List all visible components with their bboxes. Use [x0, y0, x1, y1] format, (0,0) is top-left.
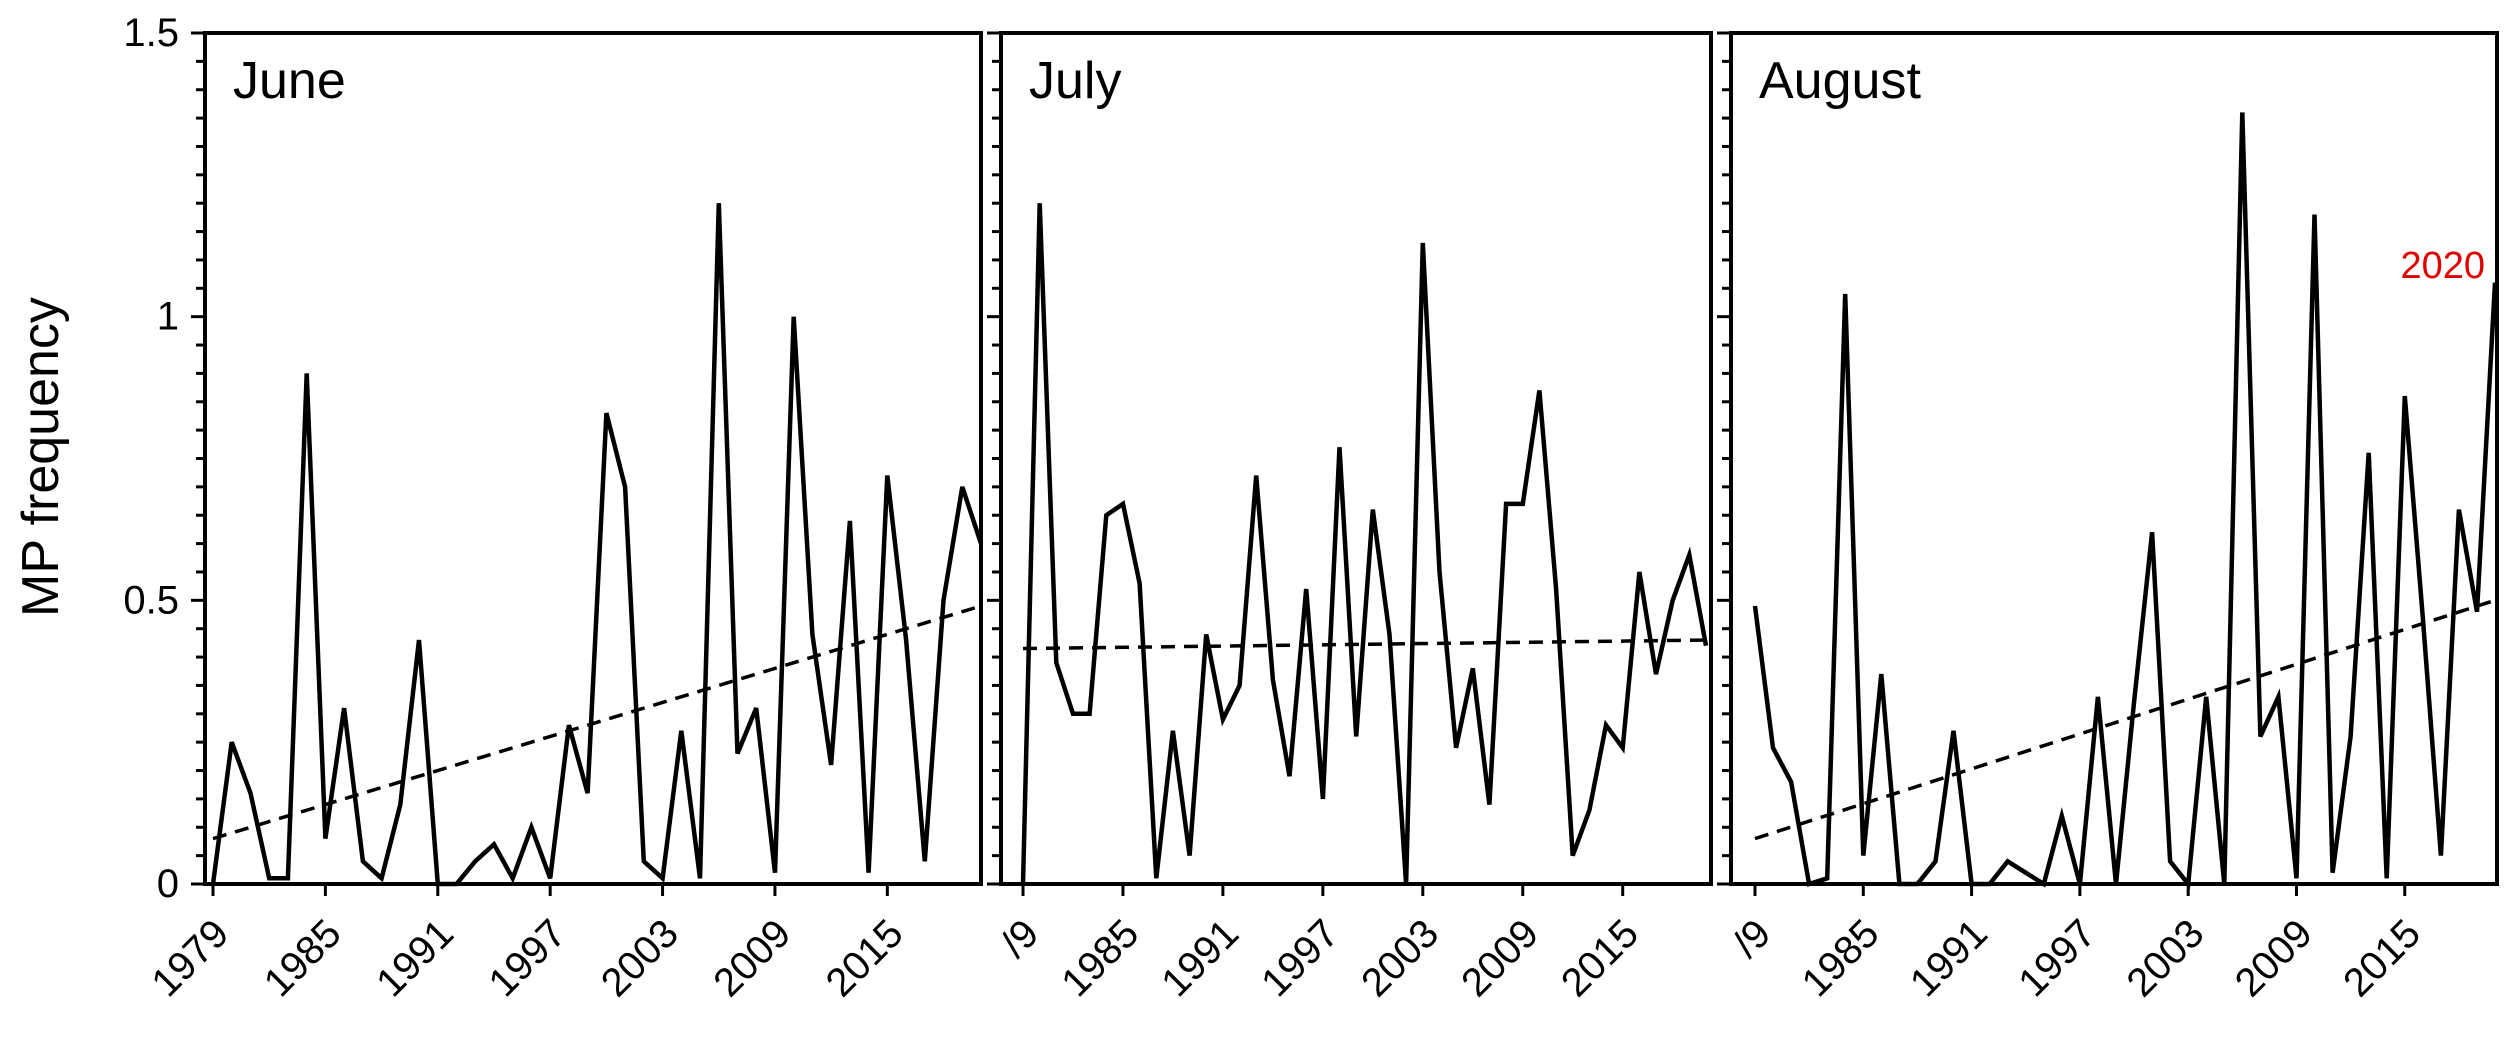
panel-title: August: [1759, 52, 1921, 110]
panel-frame: [999, 31, 1713, 886]
panel-title: June: [233, 52, 346, 110]
annotation-2020: 2020: [2400, 245, 2485, 287]
x-tick-label: 2009: [2227, 911, 2321, 1005]
x-tick-label: 1991: [1153, 911, 1247, 1005]
series-line: [1752, 112, 2498, 890]
x-tick-label: 2003: [593, 911, 687, 1005]
y-tick-label: 1: [157, 295, 179, 339]
panel-july: /9 1985 1991 1997 2003 2009 2015 July: [987, 31, 1713, 1005]
x-tick-label: 2003: [2119, 911, 2213, 1005]
y-axis-label: MP frequency: [12, 297, 70, 617]
x-tick-label: 1991: [368, 911, 462, 1005]
x-tick-label: 2003: [1353, 911, 1447, 1005]
y-tick-label: 0: [157, 862, 179, 906]
x-tick-label: 1985: [1794, 911, 1888, 1005]
series-line: [1020, 203, 1709, 885]
x-tick-label: 2015: [1553, 911, 1647, 1005]
x-tick-label: 1997: [481, 911, 575, 1005]
x-tick-label: 1985: [256, 911, 350, 1005]
trend-line: [212, 604, 982, 841]
x-tick-label: 1997: [2010, 911, 2104, 1005]
x-tick-label: /9: [993, 911, 1048, 966]
y-tick-label: 1.5: [123, 11, 179, 55]
series-line: [210, 203, 984, 887]
trend-line: [1754, 598, 2496, 841]
x-tick-label: 1979: [143, 911, 237, 1005]
panel-august: /9 1985 1991 1997 2003 2009 2015 August 2020: [1717, 31, 2499, 1005]
x-tick-label: 1997: [1253, 911, 1347, 1005]
x-tick-label: 2009: [1453, 911, 1547, 1005]
x-tick-label: 2009: [705, 911, 799, 1005]
panel-title: July: [1029, 52, 1121, 110]
x-tick-label: 1991: [1902, 911, 1996, 1005]
x-tick-label: /9: [1725, 911, 1780, 966]
y-tick-label: 0.5: [123, 578, 179, 622]
x-tick-label: 2015: [818, 911, 912, 1005]
panel-june: 0 0.5 1 1.5 1979 1985 1991 1997 2003 2009 2015 June: [123, 11, 984, 1005]
x-tick-label: 1985: [1053, 911, 1147, 1005]
x-tick-label: 2015: [2335, 911, 2429, 1005]
